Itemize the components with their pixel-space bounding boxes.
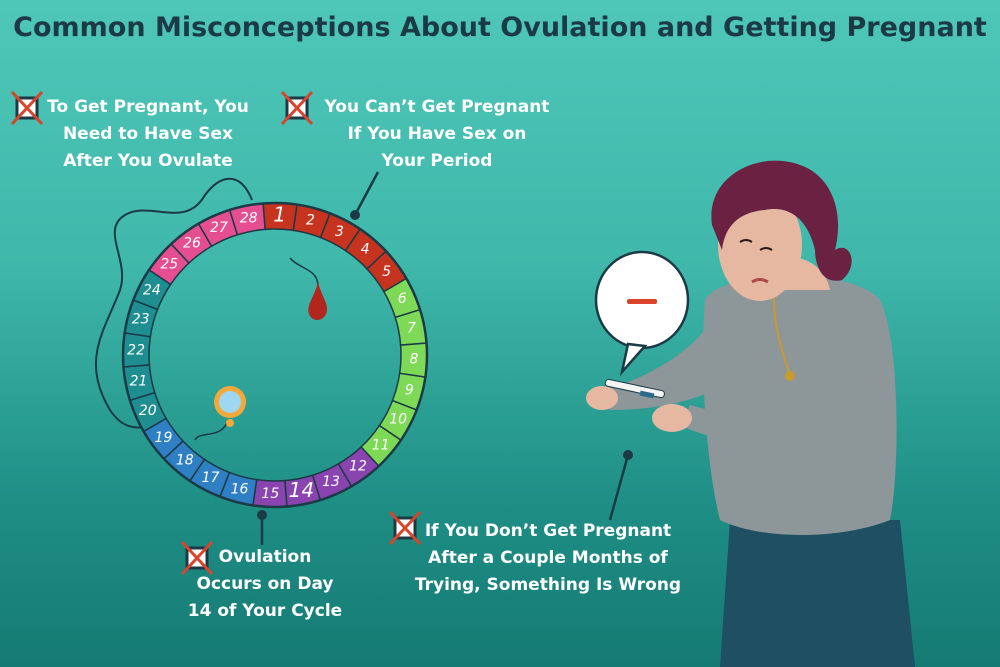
cycle-day-label-20: 20 <box>139 403 157 419</box>
connector-line-myth2 <box>353 171 380 216</box>
cycle-day-label-14: 14 <box>289 478 314 502</box>
misconception-1-line-3: After You Ovulate <box>63 151 233 171</box>
misconception-2-line-2: If You Have Sex on <box>347 124 527 144</box>
blood-drop-string <box>289 257 319 291</box>
cycle-day-label-10: 10 <box>389 411 407 427</box>
connector-dot <box>257 510 267 520</box>
page-title: Common Misconceptions About Ovulation an… <box>13 12 987 43</box>
connector-dot <box>350 210 360 220</box>
misconception-3-line-1: Ovulation <box>218 547 312 567</box>
speech-bubble-icon <box>594 250 690 377</box>
misconception-1: To Get Pregnant, You Need to Have Sex Af… <box>38 94 258 175</box>
cycle-day-label-25: 25 <box>160 257 178 273</box>
cycle-day-label-15: 15 <box>261 486 279 502</box>
misconception-1-line-2: Need to Have Sex <box>62 124 234 144</box>
cycle-day-label-1: 1 <box>273 203 286 227</box>
cycle-day-label-12: 12 <box>349 459 367 475</box>
cycle-day-label-6: 6 <box>398 291 407 307</box>
cycle-day-label-5: 5 <box>382 264 391 280</box>
cycle-ring-rim <box>121 201 429 509</box>
misconception-4-line-2: After a Couple Months of <box>428 548 668 568</box>
cycle-day-label-23: 23 <box>132 312 150 328</box>
misconception-2: You Can’t Get Pregnant If You Have Sex o… <box>312 94 562 175</box>
cycle-day-label-3: 3 <box>335 224 344 240</box>
woman-figure <box>586 160 915 667</box>
x-box-icon <box>280 90 314 126</box>
connector-line-myth4 <box>608 454 630 521</box>
misconception-4-line-3: Trying, Something Is Wrong <box>414 575 682 595</box>
egg-string <box>194 419 229 441</box>
misconception-4-line-1: If You Don’t Get Pregnant <box>424 521 672 541</box>
misconception-3-line-2: Occurs on Day <box>196 574 334 594</box>
cycle-day-label-26: 26 <box>183 235 201 251</box>
cycle-day-label-21: 21 <box>130 373 148 389</box>
cycle-day-label-17: 17 <box>202 470 220 486</box>
cycle-day-label-4: 4 <box>361 241 370 257</box>
cycle-day-label-11: 11 <box>372 437 390 453</box>
blood-drop-icon <box>308 282 328 320</box>
cycle-day-label-7: 7 <box>407 321 416 337</box>
cycle-day-label-24: 24 <box>143 283 161 299</box>
cycle-day-label-22: 22 <box>127 342 145 358</box>
cycle-day-label-8: 8 <box>409 352 418 368</box>
x-box-icon <box>388 510 422 546</box>
misconception-3-line-3: 14 of Your Cycle <box>187 601 343 621</box>
cycle-day-label-28: 28 <box>240 211 258 227</box>
cycle-day-label-27: 27 <box>210 220 228 236</box>
misconception-2-line-1: You Can’t Get Pregnant <box>324 97 550 117</box>
egg-icon <box>214 386 246 427</box>
misconception-1-line-1: To Get Pregnant, You <box>47 97 249 117</box>
cycle-day-label-2: 2 <box>306 213 315 229</box>
cycle-day-label-18: 18 <box>176 453 194 469</box>
misconception-3: Ovulation Occurs on Day 14 of Your Cycle <box>175 544 355 625</box>
cycle-day-label-9: 9 <box>405 382 414 398</box>
cycle-day-label-19: 19 <box>155 430 173 446</box>
x-box-icon <box>180 540 214 576</box>
x-box-icon <box>10 90 44 126</box>
connector-line-myth1 <box>94 177 253 431</box>
misconception-4: If You Don’t Get Pregnant After a Couple… <box>408 518 688 599</box>
misconception-2-line-3: Your Period <box>381 151 493 171</box>
cycle-day-label-16: 16 <box>231 481 249 497</box>
cycle-ring: 1 234567891011121314151617181920212223242… <box>121 201 429 509</box>
cycle-day-label-13: 13 <box>322 474 340 490</box>
connector-dot <box>623 450 633 460</box>
